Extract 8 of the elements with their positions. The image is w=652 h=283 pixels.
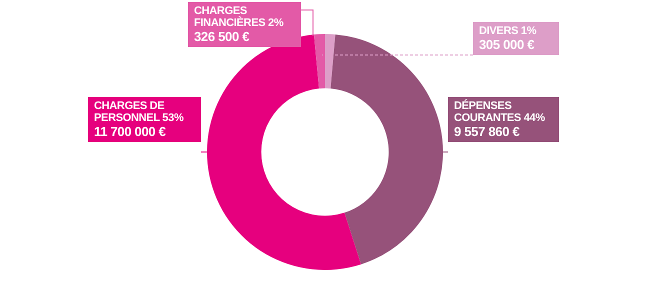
slice-label: DIVERS 1% (479, 25, 538, 37)
data-label: 305 000 € (479, 37, 536, 52)
data-label: 11 700 000 € (94, 124, 167, 139)
slice-label: CHARGES DE PERSONNEL 53% (94, 100, 184, 124)
data-label: 9 557 860 € (454, 124, 520, 139)
legend-label: CHARGES FINANCIÈRES 2% (194, 5, 284, 29)
slice-label: DÉPENSES COURANTES 44% (454, 100, 546, 124)
data-label: 326 500 € (194, 29, 250, 44)
